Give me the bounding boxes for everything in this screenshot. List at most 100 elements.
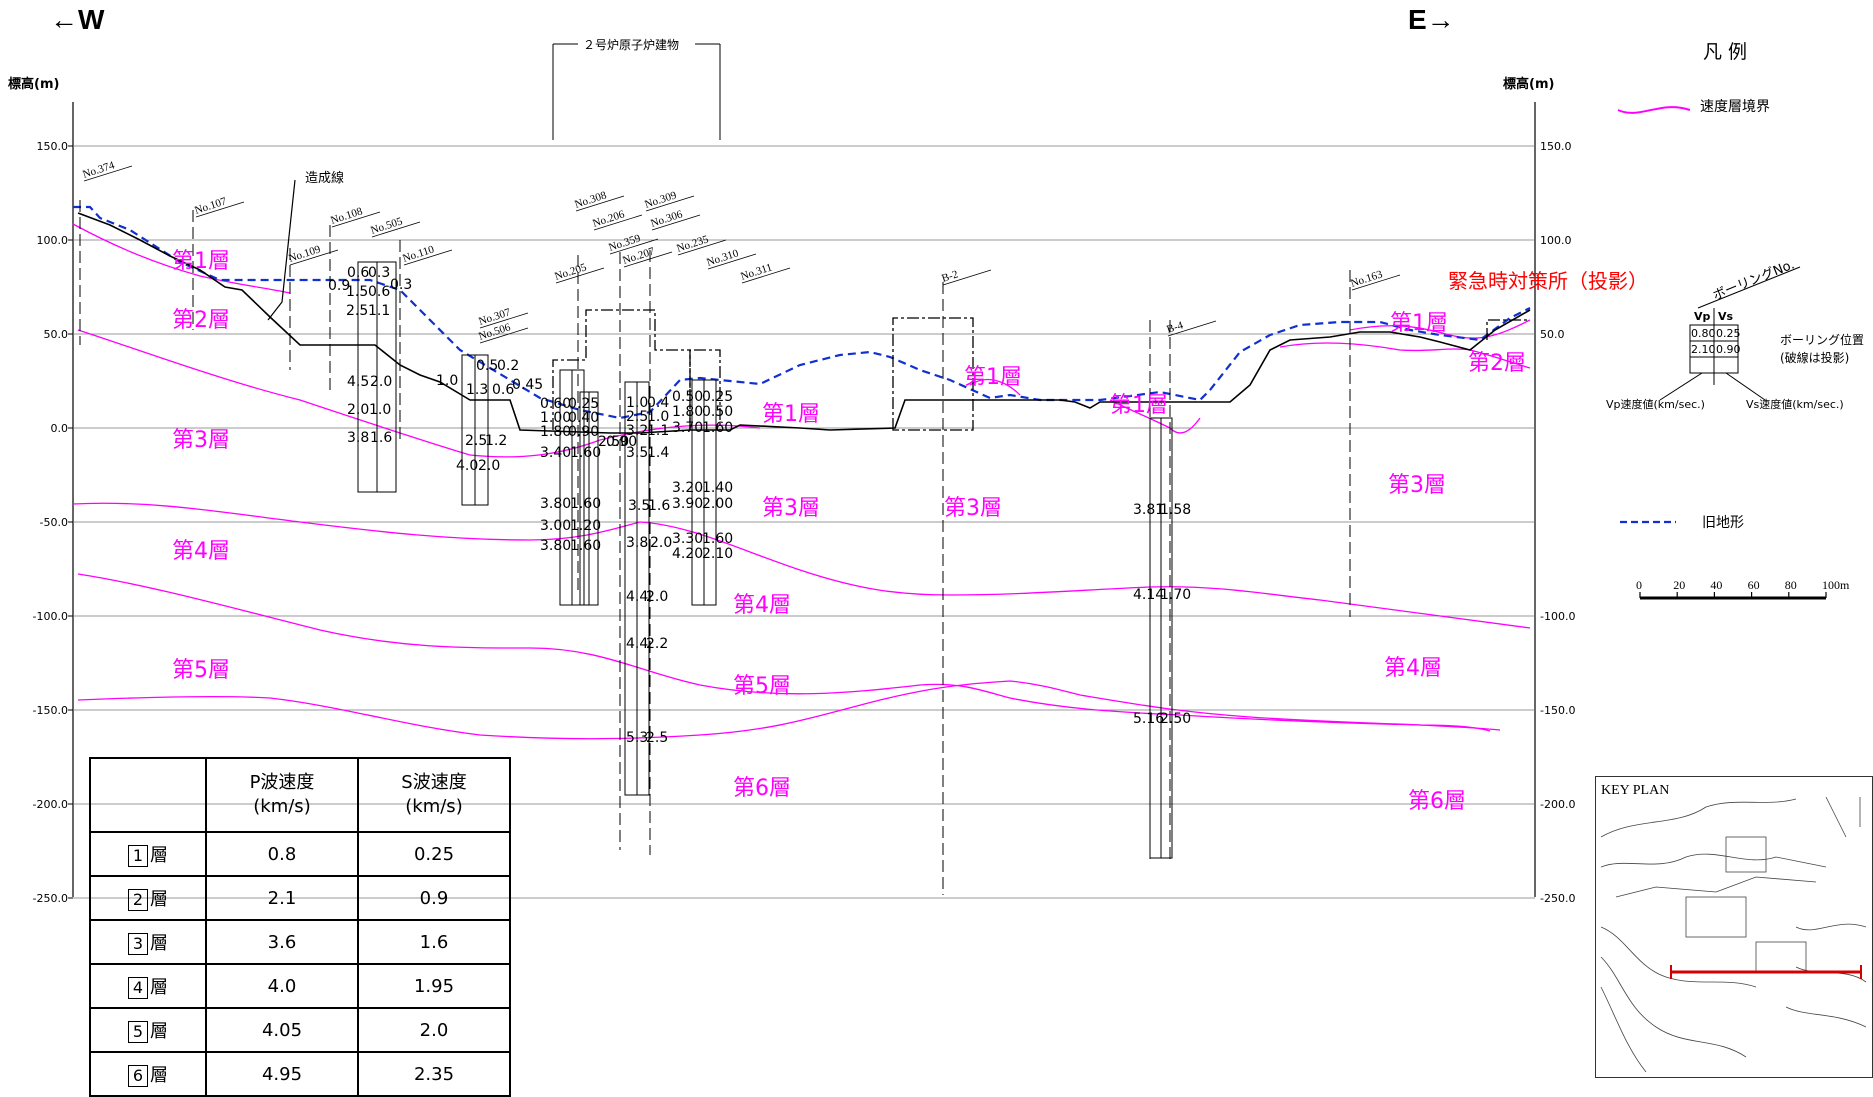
table-row: 6 層 4.95 2.35 <box>89 1051 511 1097</box>
scale-label: 0 <box>1636 578 1642 592</box>
velocity-value: 0.2 <box>497 358 519 374</box>
boring-label: No.306 <box>649 208 684 230</box>
layer-suffix: 層 <box>150 977 168 998</box>
velocity-value: 4.14 <box>1133 587 1164 603</box>
velocity-value: 0.25 <box>568 396 599 412</box>
table-header-row: P波速度 (km/s) S波速度 (km/s) <box>89 757 511 833</box>
legend-scale-bar: 0 20 40 60 80 100m <box>1636 578 1850 600</box>
p-wave-value: 4.05 <box>205 1007 359 1053</box>
boring-label: No.206 <box>591 208 626 230</box>
s-wave-unit: (km/s) <box>405 796 463 817</box>
velocity-value: 3.8 <box>347 430 369 446</box>
legend-vp-desc: Vp速度値(km/sec.) <box>1606 397 1705 411</box>
velocity-value: 1.2 <box>485 433 507 449</box>
boring-label-leader <box>677 239 727 256</box>
s-wave-value: 2.0 <box>357 1007 511 1053</box>
left-tick-label: -100.0 <box>33 610 68 623</box>
velocity-value: 1.60 <box>570 445 601 461</box>
key-plan-drawing <box>1600 796 1867 1073</box>
boring-label: No.308 <box>573 189 608 211</box>
layer-label: 第6層 <box>733 776 791 801</box>
legend-vs-desc: Vs速度値(km/sec.) <box>1746 397 1844 411</box>
fill-line-label: 造成線 <box>305 170 344 186</box>
boring-label-leader <box>479 312 529 329</box>
boring-label-leader <box>331 211 381 228</box>
layer-number: 4 <box>128 977 148 999</box>
velocity-value: 3.5 <box>628 498 650 514</box>
velocity-value: 0.3 <box>390 277 412 293</box>
velocity-value: 1.60 <box>570 538 601 554</box>
velocity-value: 1.6 <box>370 430 392 446</box>
velocity-value: 3.00 <box>540 518 571 534</box>
p-wave-value: 3.6 <box>205 919 359 965</box>
frame <box>72 102 1536 897</box>
velocity-value: 2.2 <box>646 636 668 652</box>
boring-label: No.235 <box>675 233 710 255</box>
velocity-value: 1.58 <box>1160 502 1191 518</box>
velocity-value: 1.60 <box>570 496 601 512</box>
s-wave-value: 0.25 <box>357 831 511 877</box>
velocity-value: 2.5 <box>626 409 648 425</box>
layer-label: 第1層 <box>964 365 1022 390</box>
boring-columns <box>79 200 1351 895</box>
layer-label: 第3層 <box>1388 473 1446 498</box>
legend-vs: Vs <box>1718 310 1734 323</box>
left-tick-label: 0.0 <box>51 422 69 435</box>
velocity-value: 1.80 <box>540 424 571 440</box>
velocity-value: 0.25 <box>702 389 733 405</box>
legend-boring-no: ボーリングNo. <box>1711 257 1797 303</box>
velocity-value: 0.40 <box>568 410 599 426</box>
structure-outlines <box>552 309 1530 431</box>
velocity-value: 1.4 <box>647 445 669 461</box>
velocity-boundaries <box>72 223 1531 740</box>
boring-labels: No.374 No.107 No.109 No.108 No.505 No.110 No.3… <box>81 159 1401 344</box>
layer-label: 第3層 <box>762 496 820 521</box>
velocity-value: 1.0 <box>647 409 669 425</box>
boring-label-leader <box>371 221 421 238</box>
velocity-value: 0.90 <box>606 434 637 450</box>
velocity-value: 0.5 <box>476 358 498 374</box>
right-tick-label: -100.0 <box>1540 610 1575 623</box>
velocity-value: 3.2 <box>626 423 648 439</box>
velocity-value: 3.5 <box>626 445 648 461</box>
velocity-value: 1.70 <box>1160 587 1191 603</box>
layer-label: 第2層 <box>172 308 230 333</box>
right-tick-label: -200.0 <box>1540 798 1575 811</box>
legend-boring-pos: ボーリング位置 <box>1780 332 1864 347</box>
velocity-value: 0.9 <box>328 278 350 294</box>
velocity-value: 2.50 <box>598 434 629 450</box>
left-tick-label: 50.0 <box>44 328 69 341</box>
velocity-value: 4.4 <box>626 589 648 605</box>
velocity-value: 3.90 <box>672 496 703 512</box>
velocity-value: 1.0 <box>626 395 648 411</box>
left-tick-label: 150.0 <box>37 140 69 153</box>
layer-number: 1 <box>128 845 148 867</box>
velocity-value: 2.5 <box>465 433 487 449</box>
layer-label: 第1層 <box>762 402 820 427</box>
layer-suffix: 層 <box>150 845 168 866</box>
table-row: 5 層 4.05 2.0 <box>89 1007 511 1053</box>
boring-label-leader <box>555 267 605 284</box>
boring-label-leader <box>741 267 791 284</box>
velocity-value: 1.6 <box>648 498 670 514</box>
velocity-value: 2.5 <box>646 730 668 746</box>
velocity-value: 2.00 <box>702 496 733 512</box>
velocity-value: 1.20 <box>570 518 601 534</box>
boring-label: B-4 <box>1165 319 1185 336</box>
boring-label-leader <box>575 195 625 212</box>
layer-label: 第5層 <box>172 658 230 683</box>
velocity-value: 1.0 <box>436 373 458 389</box>
boring-label: No.205 <box>553 261 588 283</box>
velocity-value: 3.40 <box>540 445 571 461</box>
legend-title: 凡 例 <box>1703 41 1747 63</box>
layer-suffix: 層 <box>150 1021 168 1042</box>
left-tick-label: -150.0 <box>33 704 68 717</box>
velocity-value: 0.45 <box>512 377 543 393</box>
velocity-value: 1.0 <box>369 402 391 418</box>
